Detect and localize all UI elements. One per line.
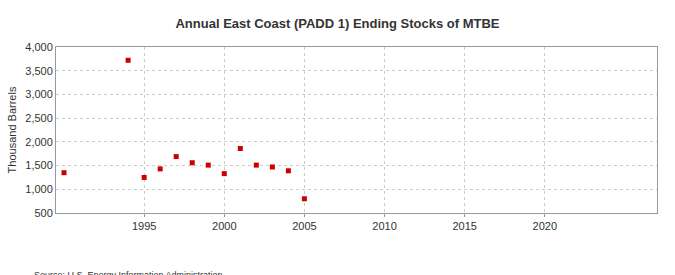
svg-text:2000: 2000 <box>212 220 236 232</box>
svg-text:2020: 2020 <box>533 220 557 232</box>
svg-text:2005: 2005 <box>292 220 316 232</box>
svg-text:2,000: 2,000 <box>25 136 53 148</box>
svg-text:2015: 2015 <box>452 220 476 232</box>
svg-text:Thousand Barrels: Thousand Barrels <box>6 86 18 173</box>
svg-text:4,000: 4,000 <box>25 41 53 53</box>
svg-text:2010: 2010 <box>372 220 396 232</box>
svg-text:500: 500 <box>34 207 52 219</box>
svg-text:1,000: 1,000 <box>25 183 53 195</box>
svg-text:1995: 1995 <box>132 220 156 232</box>
svg-text:3,000: 3,000 <box>25 88 53 100</box>
svg-text:1,500: 1,500 <box>25 159 53 171</box>
svg-text:2,500: 2,500 <box>25 112 53 124</box>
svg-text:Source: U.S. Energy Informatio: Source: U.S. Energy Information Administ… <box>34 270 223 275</box>
svg-text:3,500: 3,500 <box>25 65 53 77</box>
svg-text:Annual East Coast (PADD 1) End: Annual East Coast (PADD 1) Ending Stocks… <box>175 16 499 31</box>
